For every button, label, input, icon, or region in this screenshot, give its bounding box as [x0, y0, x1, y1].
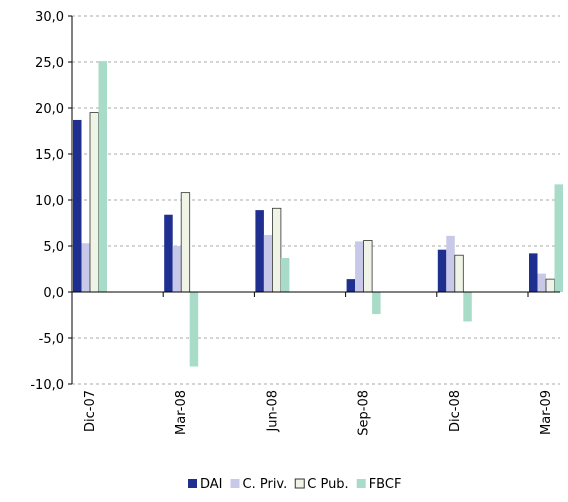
y-tick-label: -10,0: [30, 378, 64, 393]
y-tick-label: 5,0: [43, 240, 64, 255]
x-tick-label: Dic-08: [448, 390, 463, 432]
bar: [189, 292, 199, 367]
bar: [537, 273, 546, 292]
bar: [280, 257, 290, 292]
bar: [89, 112, 99, 293]
bar: [271, 207, 282, 293]
legend-swatch: [356, 479, 366, 488]
legend-label: C Pub.: [307, 477, 348, 492]
bar: [372, 292, 381, 315]
bar: [454, 254, 464, 293]
y-tick-label: -5,0: [39, 332, 64, 347]
bar: [363, 240, 373, 293]
bar: [437, 249, 447, 292]
x-tick-label: Mar-09: [539, 390, 554, 435]
bar: [355, 241, 364, 292]
bar: [263, 234, 273, 292]
bar: [529, 253, 538, 292]
y-tick-label: 0,0: [43, 286, 64, 301]
bar: [446, 235, 455, 292]
y-tick-label: 15,0: [35, 148, 64, 163]
y-tick-label: 20,0: [35, 102, 64, 117]
bar: [73, 119, 82, 293]
y-tick-label: 30,0: [35, 10, 64, 25]
x-tick-label: Mar-08: [174, 390, 189, 435]
bar: [554, 184, 563, 292]
legend-swatch: [294, 478, 305, 489]
bar: [463, 292, 472, 322]
bar: [81, 243, 90, 292]
legend-swatch: [188, 479, 197, 488]
x-tick-label: Jun-08: [265, 390, 280, 433]
legend-label: FBCF: [369, 477, 402, 492]
y-tick-label: 10,0: [35, 194, 64, 209]
bar: [172, 246, 182, 292]
bar: [545, 278, 555, 293]
x-tick-label: Dic-07: [83, 390, 98, 432]
bar: [346, 279, 356, 292]
legend-label: DAI: [200, 477, 223, 492]
x-tick-label: Sep-08: [357, 390, 372, 436]
y-tick-label: 25,0: [35, 56, 64, 71]
bar: [98, 61, 107, 292]
legend-swatch: [230, 479, 240, 488]
bar: [180, 192, 191, 293]
bar: [255, 210, 264, 292]
legend-label: C. Priv.: [243, 477, 288, 492]
bar: [164, 214, 173, 292]
